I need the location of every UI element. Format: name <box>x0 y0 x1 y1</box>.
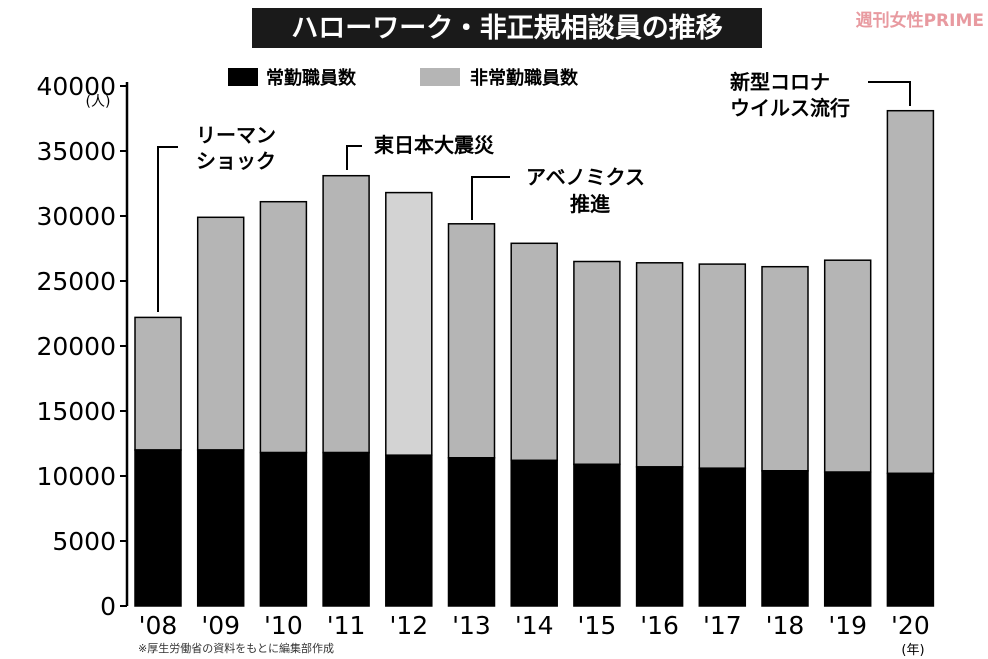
bar-regular <box>886 472 935 607</box>
y-tick-label: 0 <box>100 592 116 621</box>
bar-nonregular <box>635 262 684 468</box>
x-tick-label: '18 <box>766 611 805 640</box>
title-background <box>252 8 762 48</box>
watermark-logo: 週刊女性PRIME <box>856 10 984 31</box>
x-tick-label: '08 <box>139 611 178 640</box>
legend-swatch-nonregular <box>420 68 460 86</box>
x-tick-label: '12 <box>389 611 428 640</box>
annotation-quake: 東日本大震災 <box>346 133 495 170</box>
x-tick-label: '17 <box>703 611 742 640</box>
bar-nonregular <box>761 265 809 472</box>
bar-nonregular <box>573 260 621 466</box>
y-axis-ticks: 0 5000 10000 15000 20000 25000 30000 35000 40000 <box>36 72 127 621</box>
legend-swatch-regular <box>228 68 258 86</box>
x-tick-label: '15 <box>578 611 617 640</box>
x-tick-label: '19 <box>828 611 867 640</box>
bar-regular <box>385 454 433 607</box>
y-tick-label: 5000 <box>52 527 116 556</box>
annotation-lehman-leader <box>157 146 178 312</box>
bar-nonregular <box>823 259 872 473</box>
annotation-abenomics-line2: 推進 <box>570 192 610 216</box>
y-tick-label: 25000 <box>36 267 116 296</box>
y-axis-unit: (人) <box>86 94 111 110</box>
bar-regular <box>259 451 308 607</box>
bars <box>134 109 935 607</box>
x-tick-label: '16 <box>640 611 679 640</box>
x-tick-label: '11 <box>327 611 366 640</box>
bar-nonregular <box>322 174 370 454</box>
y-tick-label: 30000 <box>36 202 116 231</box>
footnote: ※厚生労働省の資料をもとに編集部作成 <box>138 641 334 655</box>
bar-regular <box>573 463 621 607</box>
annotation-corona: 新型コロナ ウイルス流行 <box>730 70 911 120</box>
chart-title: ハローワーク・非正規相談員の推移 <box>291 12 722 44</box>
annotation-quake-line1: 東日本大震災 <box>374 133 495 157</box>
bar-regular <box>510 459 558 607</box>
x-tick-label: '20 <box>891 611 930 640</box>
annotation-abenomics: アベノミクス 推進 <box>471 165 645 220</box>
annotation-corona-leader <box>868 81 911 106</box>
x-axis-labels: '08 '09 '10 '11 '12 '13 '14 '15 '16 '17 '18 '19 '20 <box>139 611 930 640</box>
y-tick-label: 10000 <box>36 462 116 491</box>
bar-regular <box>635 466 684 607</box>
bar-regular <box>698 467 747 607</box>
annotation-lehman: リーマン ショック <box>157 123 276 312</box>
bar-regular <box>761 470 809 607</box>
bar-regular <box>823 471 872 607</box>
legend-label-regular: 常勤職員数 <box>266 67 357 89</box>
bar-nonregular <box>134 316 182 451</box>
bar-nonregular <box>510 242 558 462</box>
bar-nonregular <box>886 109 935 475</box>
x-tick-label: '13 <box>452 611 491 640</box>
y-tick-label: 15000 <box>36 397 116 426</box>
bar-regular <box>322 451 370 607</box>
y-tick-label: 40000 <box>36 72 116 101</box>
annotation-lehman-line1: リーマン <box>196 123 276 147</box>
legend-label-nonregular: 非常勤職員数 <box>470 67 579 89</box>
x-axis-unit: (年) <box>901 643 924 658</box>
annotation-quake-leader <box>346 145 362 170</box>
y-tick-label: 35000 <box>36 137 116 166</box>
bar-nonregular <box>385 191 433 456</box>
annotation-lehman-line2: ショック <box>196 149 276 173</box>
bar-regular <box>196 449 245 607</box>
bar-nonregular <box>259 200 308 454</box>
bar-regular <box>134 449 182 607</box>
x-tick-label: '14 <box>515 611 554 640</box>
annotation-abenomics-leader <box>471 176 510 220</box>
annotation-corona-line2: ウイルス流行 <box>730 96 850 120</box>
bar-regular <box>447 457 496 607</box>
annotation-corona-line1: 新型コロナ <box>730 70 830 94</box>
bar-nonregular <box>698 263 747 469</box>
x-tick-label: '09 <box>201 611 240 640</box>
bar-nonregular <box>447 223 496 459</box>
y-tick-label: 20000 <box>36 332 116 361</box>
bar-nonregular <box>196 216 245 451</box>
annotation-abenomics-line1: アベノミクス <box>526 165 645 189</box>
x-tick-label: '10 <box>264 611 303 640</box>
